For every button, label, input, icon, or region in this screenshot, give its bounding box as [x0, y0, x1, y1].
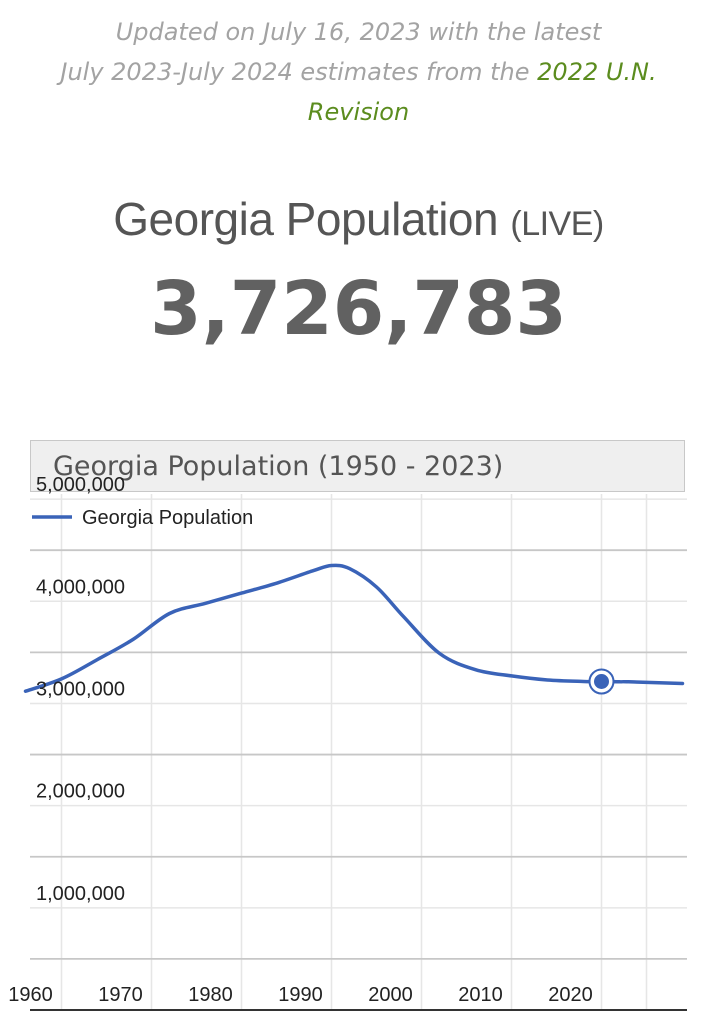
- update-note-line-2-text: July 2023-July 2024 estimates from the: [60, 58, 538, 86]
- x-tick-label: 1970: [98, 984, 143, 1006]
- y-axis-labels: 1,000,000 2,000,000 3,000,000 4,000,000 5,00…: [36, 474, 125, 905]
- chart-title: Georgia Population (1950 - 2023): [30, 440, 685, 492]
- highlight-point: [594, 673, 609, 689]
- update-note: Updated on July 16, 2023 with the latest…: [0, 12, 717, 132]
- un-revision-link[interactable]: 2022 U.N.: [537, 58, 657, 86]
- y-tick-label: 1,000,000: [36, 883, 125, 905]
- live-population-counter: 3,726,783: [150, 266, 567, 352]
- live-population-title: Georgia Population (LIVE): [0, 192, 717, 246]
- x-tick-label: 1990: [278, 984, 323, 1006]
- x-axis-labels: 1960 1970 1980 1990 2000 2010 2020: [8, 984, 593, 1006]
- y-tick-label: 2,000,000: [36, 781, 125, 803]
- live-tag: (LIVE): [510, 205, 604, 243]
- un-revision-link-continued[interactable]: Revision: [307, 98, 410, 126]
- x-tick-label: 2010: [458, 984, 503, 1006]
- update-note-line-3: Revision: [0, 92, 717, 132]
- y-tick-label: 4,000,000: [36, 576, 125, 598]
- chart-legend: Georgia Population: [32, 507, 253, 529]
- y-tick-label: 3,000,000: [36, 679, 125, 701]
- x-tick-label: 2020: [548, 984, 593, 1006]
- y-tick-label: 5,000,000: [36, 474, 125, 496]
- chart-grid: [30, 494, 687, 1011]
- x-tick-label: 1960: [8, 984, 53, 1006]
- update-note-line-2: July 2023-July 2024 estimates from the 2…: [0, 52, 717, 92]
- update-note-line-1: Updated on July 16, 2023 with the latest: [115, 18, 602, 46]
- x-tick-label: 1980: [188, 984, 233, 1006]
- live-title-text: Georgia Population: [113, 193, 499, 245]
- legend-label: Georgia Population: [82, 507, 253, 529]
- chart-series: [23, 563, 685, 695]
- x-tick-label: 2000: [368, 984, 413, 1006]
